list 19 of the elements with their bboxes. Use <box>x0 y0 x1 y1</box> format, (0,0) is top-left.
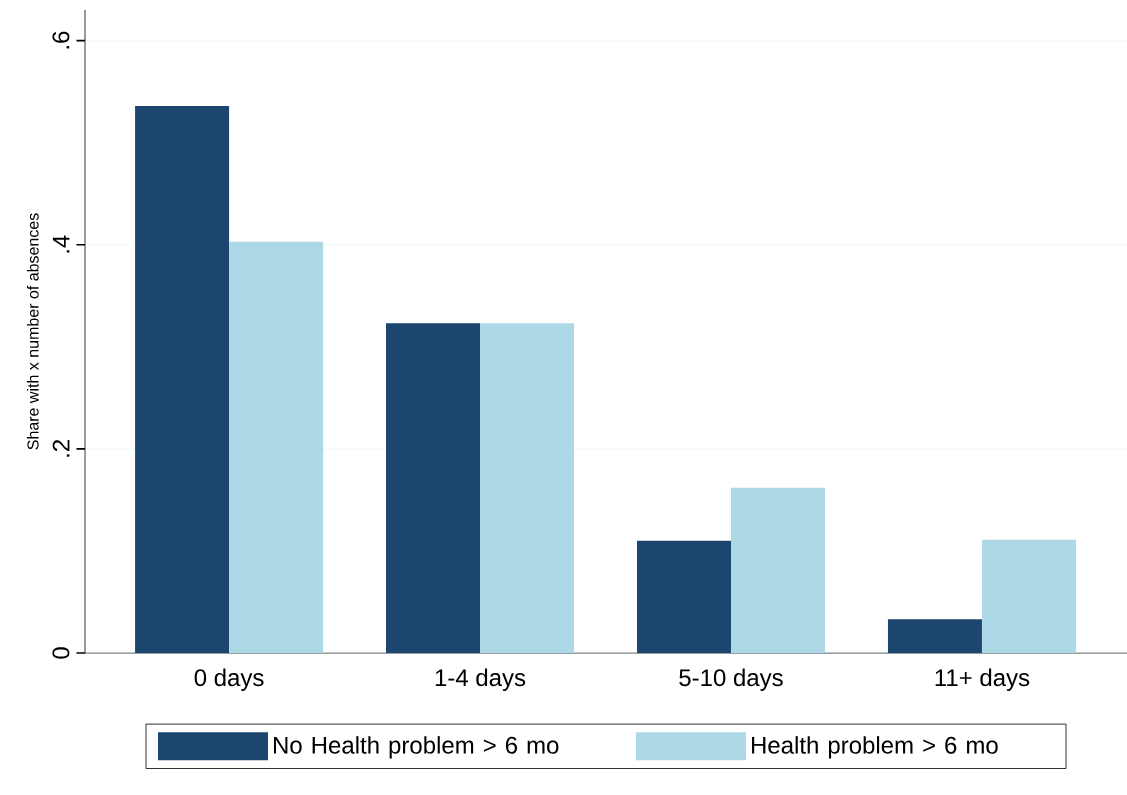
x-tick-label: 0 days <box>194 668 264 691</box>
y-tick-label: .2 <box>52 440 70 457</box>
y-tick-label: 0 <box>52 647 70 659</box>
bar <box>887 619 982 653</box>
bar <box>981 539 1076 653</box>
bar <box>135 105 230 653</box>
bar <box>730 487 825 653</box>
legend-label: No Health problem > 6 mo <box>273 736 559 759</box>
bar <box>636 540 731 653</box>
y-tick-label: .6 <box>52 31 70 49</box>
legend-label: Health problem > 6 mo <box>751 736 998 759</box>
x-tick-label: 1-4 days <box>435 668 526 691</box>
x-tick-label: 5-10 days <box>679 668 783 691</box>
y-axis-title: Share with x number of absences <box>26 213 39 450</box>
y-tick-label: .4 <box>52 235 70 253</box>
x-tick-label: 11+ days <box>935 668 1030 691</box>
bar <box>480 323 575 653</box>
bar <box>386 323 481 653</box>
bar <box>229 241 324 653</box>
